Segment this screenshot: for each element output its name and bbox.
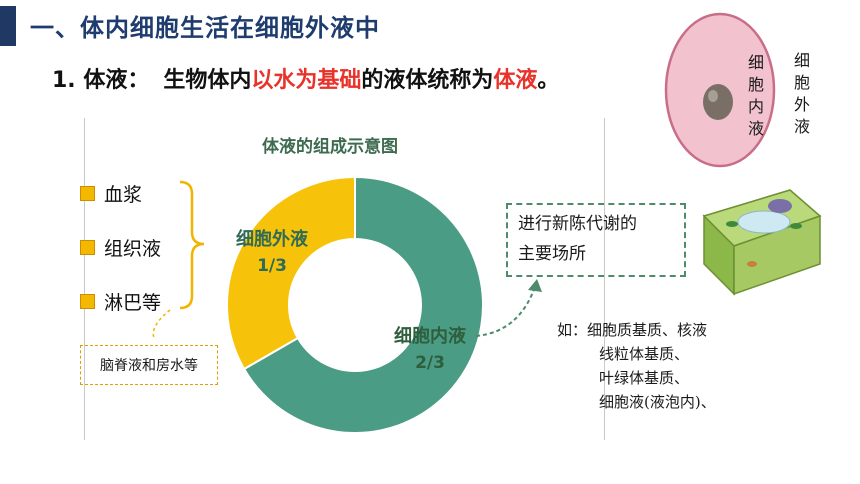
csf-box: 脑脊液和房水等 (80, 345, 218, 385)
chart-title: 体液的组成示意图 (262, 137, 398, 157)
legend-marker (80, 240, 95, 255)
plant-cell-illustration (702, 189, 822, 296)
nucleus-icon (703, 84, 733, 120)
legend-marker (80, 294, 95, 309)
definition-line: 1. 体液： 生物体内以水为基础的液体统称为体液。 (52, 62, 559, 94)
callout-box: 进行新陈代谢的 主要场所 (506, 203, 686, 277)
legend-label: 血浆 (104, 184, 143, 206)
divider-right (604, 118, 605, 440)
label-extracellular: 细胞外液 (236, 228, 309, 250)
arrow-head-icon (528, 279, 542, 292)
legend-marker (80, 186, 95, 201)
legend-label: 组织液 (104, 238, 162, 260)
definition-highlight-water: 以水为基础 (251, 68, 362, 93)
chloroplast-icon (790, 223, 802, 229)
mitochondrion-icon (747, 261, 757, 267)
cell-label-extracellular: 细胞外液 (793, 51, 810, 136)
definition-part1: 生物体内 (163, 68, 252, 93)
dashed-arrow-to-csf (152, 309, 171, 338)
animal-cell-illustration (664, 12, 776, 168)
brace-and-arrow (152, 180, 205, 338)
title-accent-bar (0, 6, 16, 46)
slice-extracellular (226, 175, 356, 371)
donut-chart: 细胞外液 1/3 细胞内液 2/3 (226, 175, 484, 434)
definition-highlight-body-fluid: 体液 (493, 68, 538, 93)
divider-left (84, 118, 85, 440)
callout-line-1: 进行新陈代谢的 (518, 214, 637, 234)
definition-lead: 1. 体液： (52, 68, 150, 93)
callout-line-2: 主要场所 (518, 244, 586, 264)
arrow-to-callout (475, 279, 542, 337)
page-title: 一、体内细胞生活在细胞外液中 (30, 14, 380, 42)
example-line-1: 如：细胞质基质、核液 (557, 321, 708, 339)
legend-label: 淋巴等 (104, 292, 162, 314)
label-intracellular-fraction: 2/3 (415, 353, 445, 373)
chloroplast-icon (726, 221, 738, 227)
slice-intracellular (242, 175, 484, 434)
examples-list: 如：细胞质基质、核液 线粒体基质、 叶绿体基质、 细胞液(液泡内)、 (557, 318, 716, 414)
dashed-curve (475, 283, 537, 337)
nucleus-highlight (708, 90, 718, 102)
definition-part2: 的液体统称为 (361, 68, 494, 93)
definition-end: 。 (537, 68, 560, 93)
label-intracellular: 细胞内液 (394, 325, 467, 347)
legend-item-lymph: 淋巴等 (80, 288, 161, 315)
example-line-3: 叶绿体基质、 (599, 369, 690, 387)
example-line-2: 线粒体基质、 (599, 345, 690, 363)
cell-label-intracellular: 细胞内液 (747, 53, 764, 138)
legend-item-tissue-fluid: 组织液 (80, 234, 161, 261)
curly-brace (179, 180, 205, 310)
label-extracellular-fraction: 1/3 (257, 256, 287, 276)
vacuole-icon (737, 210, 791, 234)
example-line-4: 细胞液(液泡内)、 (599, 393, 716, 411)
legend-item-plasma: 血浆 (80, 180, 142, 207)
nucleus-icon (768, 199, 792, 213)
